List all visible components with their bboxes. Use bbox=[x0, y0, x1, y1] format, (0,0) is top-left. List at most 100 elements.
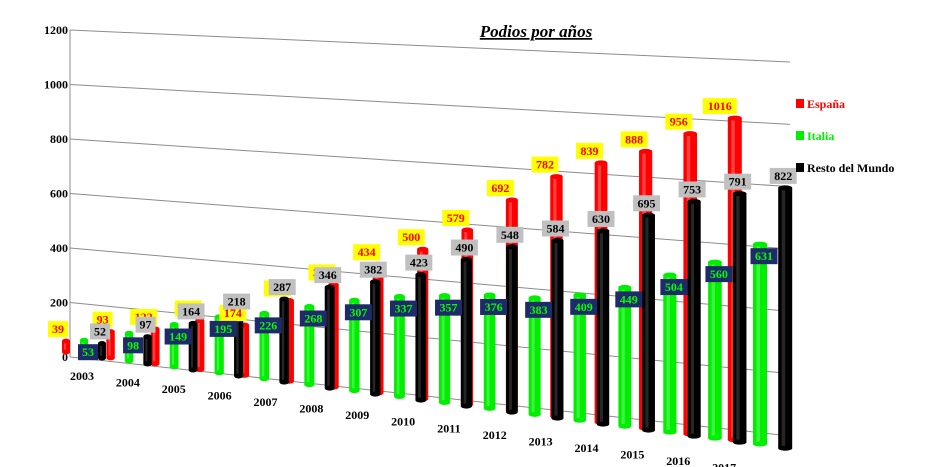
bar bbox=[778, 187, 793, 449]
data-label: 98 bbox=[123, 337, 144, 354]
bar-resto-del-mundo-2011 bbox=[460, 257, 472, 409]
data-label-text: 630 bbox=[592, 212, 610, 226]
bar-cap bbox=[596, 228, 610, 234]
bar bbox=[687, 201, 701, 437]
bar-resto-del-mundo-2012 bbox=[506, 244, 518, 415]
bar-base bbox=[98, 355, 106, 361]
bar-base bbox=[551, 415, 564, 421]
bar-cap bbox=[753, 241, 767, 247]
bar bbox=[663, 275, 677, 433]
data-label: 630 bbox=[587, 210, 615, 227]
bar-cap bbox=[143, 334, 152, 340]
bar-cap bbox=[80, 337, 88, 343]
data-label-text: 226 bbox=[259, 318, 277, 332]
bar-cap bbox=[461, 227, 474, 233]
bar bbox=[195, 320, 205, 370]
bar-cap bbox=[370, 279, 381, 285]
data-label-text: 268 bbox=[304, 312, 322, 326]
data-label-box bbox=[705, 266, 733, 283]
data-label-box bbox=[177, 303, 205, 320]
x-tick-label: 2003 bbox=[70, 369, 94, 383]
legend-label: Italia bbox=[807, 129, 834, 143]
bar-base bbox=[279, 379, 289, 385]
bar-italia-2013 bbox=[528, 295, 541, 417]
data-label-box bbox=[164, 328, 192, 345]
bar bbox=[528, 297, 541, 415]
bar-resto-del-mundo-2010 bbox=[415, 272, 427, 403]
bar-base bbox=[753, 441, 767, 447]
bar-cap bbox=[687, 198, 701, 204]
data-label: 560 bbox=[705, 266, 733, 283]
data-label: 346 bbox=[314, 267, 342, 284]
data-label-text: 434 bbox=[358, 245, 376, 259]
bar-highlight bbox=[64, 341, 66, 352]
data-label: 268 bbox=[299, 310, 327, 327]
data-label: 753 bbox=[678, 181, 706, 198]
bar-highlight bbox=[372, 281, 376, 395]
data-label-box bbox=[90, 323, 110, 340]
data-label-box bbox=[209, 320, 237, 337]
gridline bbox=[69, 29, 791, 63]
data-label-box bbox=[678, 181, 706, 198]
data-label: 956 bbox=[665, 113, 693, 130]
bar-highlight bbox=[152, 329, 156, 364]
data-label-box bbox=[486, 180, 514, 197]
bar-base bbox=[708, 435, 722, 441]
bar bbox=[483, 294, 496, 409]
bar bbox=[259, 313, 270, 379]
bars bbox=[62, 115, 793, 451]
bar bbox=[708, 262, 722, 439]
data-label: 791 bbox=[724, 173, 752, 190]
bar-highlight bbox=[756, 244, 760, 444]
data-label-box bbox=[531, 156, 559, 173]
bar-cap bbox=[415, 272, 427, 278]
data-label-text: 504 bbox=[665, 280, 683, 294]
y-axis-ticks: 0 200 400 600 800 1000 1200 bbox=[44, 23, 68, 364]
bar-resto-del-mundo-2007 bbox=[279, 296, 289, 385]
bar-highlight bbox=[621, 287, 625, 427]
bar-cap bbox=[259, 310, 270, 316]
x-tick-label: 2004 bbox=[116, 376, 140, 390]
bar-cap bbox=[124, 330, 134, 336]
data-label-text: 839 bbox=[581, 144, 599, 158]
data-label-box bbox=[576, 142, 604, 159]
data-label-text: 97 bbox=[140, 318, 152, 332]
bar-highlight bbox=[486, 294, 490, 409]
bar-cap bbox=[778, 185, 793, 191]
bar-italia-2014 bbox=[573, 292, 586, 423]
data-label-text: 888 bbox=[625, 132, 643, 146]
x-axis-ticks: 2003 2004 2005 2006 2007 2008 2009 2010 2011 2012… bbox=[70, 369, 736, 467]
bar bbox=[143, 336, 152, 365]
bar bbox=[370, 281, 381, 395]
data-label-text: 39 bbox=[52, 322, 64, 336]
bar-highlight bbox=[281, 299, 285, 383]
bar-italia-2011 bbox=[438, 293, 451, 405]
bar-cap bbox=[460, 257, 472, 263]
data-label-box bbox=[353, 244, 381, 261]
data-label-text: 346 bbox=[319, 268, 337, 282]
x-tick-label: 2013 bbox=[529, 434, 553, 448]
data-label: 226 bbox=[254, 317, 282, 334]
data-label: 53 bbox=[78, 344, 98, 361]
data-label: 382 bbox=[359, 261, 387, 278]
data-label-text: 53 bbox=[82, 345, 94, 359]
bar bbox=[188, 323, 198, 371]
legend-label: Resto del Mundo bbox=[807, 161, 894, 175]
bar-italia-2018 bbox=[753, 241, 767, 447]
bar-cap bbox=[618, 284, 632, 290]
bar-cap bbox=[279, 296, 289, 302]
data-label-text: 692 bbox=[491, 181, 509, 195]
data-label-text: 164 bbox=[182, 304, 200, 318]
data-label-text: 287 bbox=[273, 280, 291, 294]
data-label-box bbox=[397, 229, 425, 246]
data-label: 822 bbox=[769, 167, 797, 184]
bar-base bbox=[214, 370, 224, 376]
data-label-box bbox=[268, 279, 296, 296]
data-label-box bbox=[435, 299, 463, 316]
data-label-box bbox=[615, 291, 643, 308]
x-tick-label: 2006 bbox=[208, 389, 232, 403]
bar-highlight bbox=[236, 313, 239, 377]
data-label-box bbox=[299, 310, 327, 327]
bar-españa-2003 bbox=[62, 338, 70, 355]
data-label-text: 93 bbox=[97, 313, 109, 327]
